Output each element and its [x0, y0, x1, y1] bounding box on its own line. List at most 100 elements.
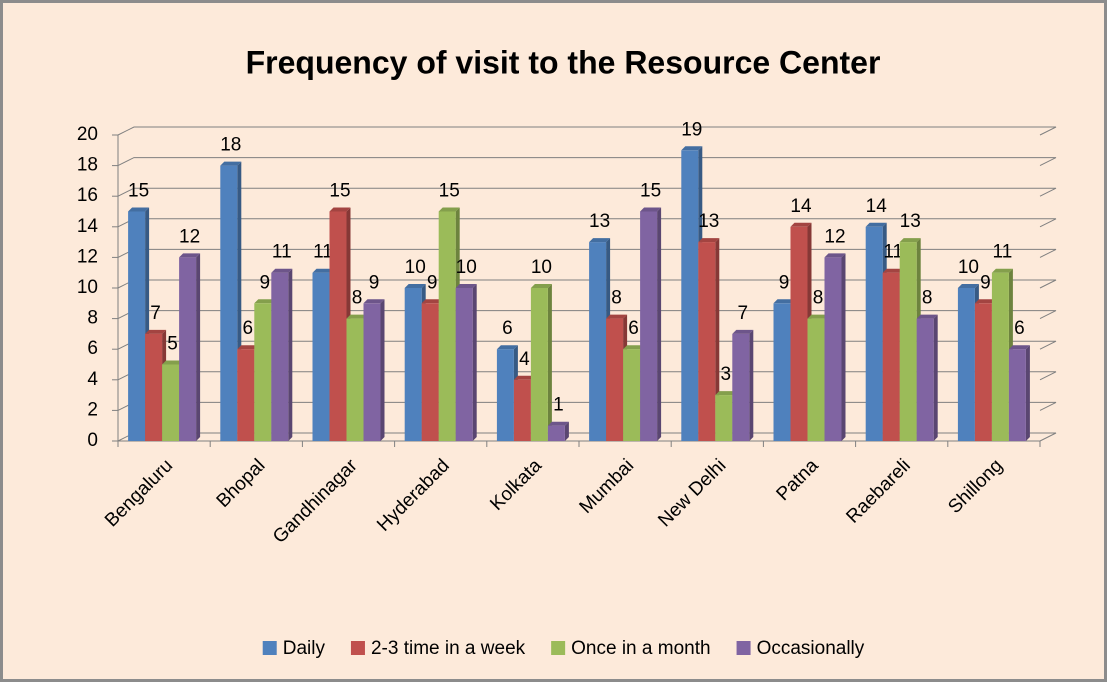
bar: [1008, 349, 1026, 441]
bar-top: [513, 375, 535, 380]
bar: [530, 288, 548, 441]
legend: Daily 2-3 time in a week Once in a month Oc…: [262, 638, 865, 659]
data-label: 7: [150, 303, 161, 324]
y-tick-label: 10: [77, 277, 98, 298]
data-label: 9: [427, 272, 438, 293]
bar: [974, 303, 992, 441]
bar-top: [363, 299, 385, 304]
data-label: 6: [243, 318, 254, 339]
bar-side: [715, 238, 720, 441]
y-tick-label: 20: [77, 124, 98, 145]
bar-top: [865, 222, 887, 227]
bar-top: [530, 284, 552, 288]
bar-side: [196, 253, 201, 441]
bar-top: [681, 146, 703, 151]
bar-top: [254, 299, 276, 304]
bar-top: [237, 345, 259, 350]
bar-side: [841, 253, 846, 441]
y-tick-label: 0: [87, 430, 98, 451]
bar-side: [547, 284, 552, 441]
data-label: 15: [640, 181, 661, 202]
bar: [640, 211, 658, 441]
data-label: 9: [369, 272, 380, 293]
data-label: 11: [883, 242, 903, 263]
data-label: 7: [738, 303, 749, 324]
bar: [128, 211, 146, 441]
bar-top: [145, 329, 167, 334]
bar: [455, 288, 473, 441]
bar-top: [824, 253, 846, 258]
bar-top: [438, 207, 460, 212]
bar-side: [657, 207, 662, 441]
data-label: 13: [589, 211, 610, 232]
data-label: 8: [352, 288, 363, 309]
bar: [271, 272, 289, 441]
bar: [496, 349, 514, 441]
legend-swatch: [262, 641, 277, 655]
data-label: 18: [220, 135, 241, 156]
legend-label: 2-3 time in a week: [371, 638, 526, 659]
bar: [513, 379, 531, 441]
bar-top: [698, 238, 720, 243]
bar: [957, 288, 975, 441]
data-label: 1: [553, 395, 564, 416]
bar: [790, 226, 808, 441]
grid-line: [117, 187, 1057, 197]
bar: [681, 150, 699, 442]
bar-top: [496, 345, 518, 350]
bar-top: [640, 207, 662, 212]
bar-side: [749, 329, 754, 441]
bar: [312, 272, 330, 441]
data-label: 9: [260, 272, 271, 293]
data-label: 12: [179, 226, 200, 247]
bar-top: [404, 284, 426, 288]
data-label: 8: [813, 288, 824, 309]
bar-top: [128, 207, 150, 212]
legend-label: Daily: [283, 638, 326, 659]
y-tick-label: 14: [77, 216, 99, 237]
data-label: 12: [824, 226, 845, 247]
bar: [715, 395, 733, 441]
legend-label: Occasionally: [757, 638, 865, 659]
bar-side: [288, 268, 293, 441]
bar-side: [380, 299, 385, 441]
bar: [865, 226, 883, 441]
bar: [220, 165, 238, 441]
data-label: 14: [790, 196, 812, 217]
data-label: 10: [405, 257, 426, 278]
y-tick-label: 16: [77, 185, 98, 206]
data-label: 11: [272, 242, 292, 263]
bar-top: [790, 222, 812, 227]
data-label: 8: [611, 288, 622, 309]
bar-top: [991, 268, 1013, 273]
legend-label: Once in a month: [571, 638, 710, 659]
data-label: 9: [980, 272, 991, 293]
bar-top: [1008, 345, 1030, 350]
bar-top: [807, 314, 829, 319]
bar: [991, 272, 1009, 441]
data-label: 14: [866, 196, 888, 217]
bar-side: [1025, 345, 1030, 441]
bar: [824, 257, 842, 441]
bar: [899, 242, 917, 441]
data-label: 13: [900, 211, 921, 232]
bar-side: [472, 284, 477, 441]
chart-title: Frequency of visit to the Resource Cente…: [246, 44, 881, 80]
bar-top: [957, 284, 979, 288]
y-tick-label: 12: [77, 246, 98, 267]
bar: [404, 288, 422, 441]
bar-top: [547, 421, 569, 426]
bar-top: [589, 238, 611, 243]
data-label: 15: [439, 181, 460, 202]
bar-top: [329, 207, 351, 212]
bar: [916, 318, 934, 441]
bar: [589, 242, 607, 441]
bar-top: [916, 314, 938, 319]
data-label: 6: [628, 318, 639, 339]
legend-swatch: [350, 641, 365, 655]
bar: [162, 364, 180, 441]
bar: [346, 318, 364, 441]
data-label: 13: [698, 211, 719, 232]
data-label: 10: [531, 257, 552, 278]
